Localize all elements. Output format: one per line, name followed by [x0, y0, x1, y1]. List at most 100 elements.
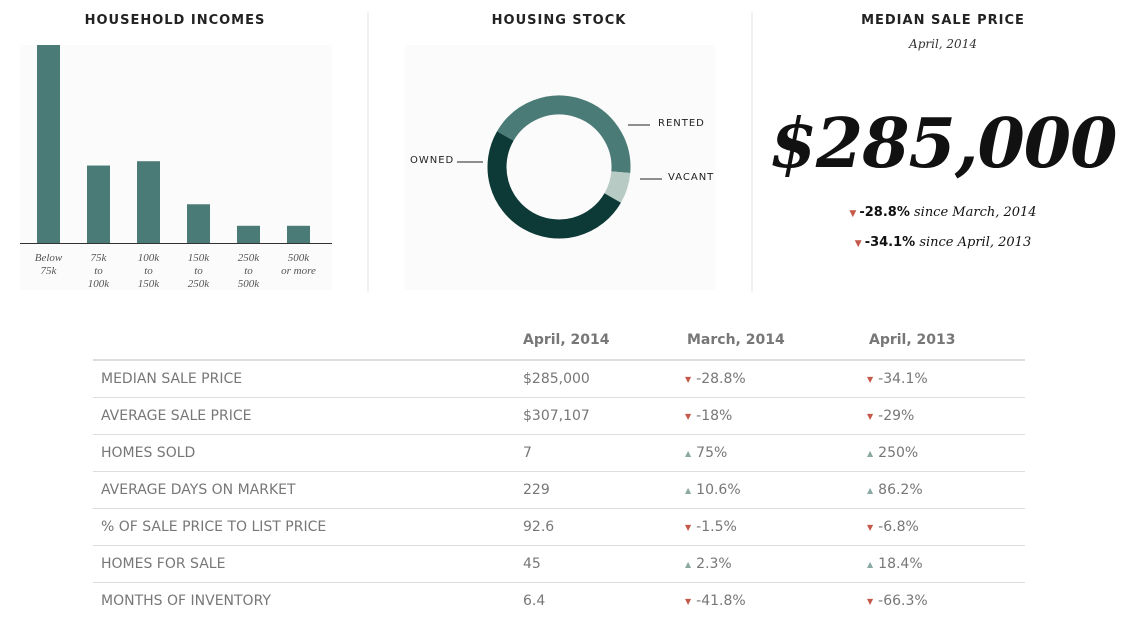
cell: ▼ -18%: [685, 408, 732, 424]
change-value: -28.8%: [859, 205, 910, 220]
cell-value: 86.2%: [878, 482, 923, 498]
arrow: ▼: [867, 523, 874, 532]
change-text: since April, 2013: [919, 235, 1032, 250]
arrow: ▲: [867, 449, 874, 458]
cell: ▲ 18.4%: [867, 556, 923, 572]
cell-value: -34.1%: [878, 371, 928, 387]
cell-value: -6.8%: [878, 519, 919, 535]
row-rule: [93, 545, 1025, 546]
donut-segment: [497, 95, 631, 173]
cell: ▼ -28.8%: [685, 371, 746, 387]
cell: ▼ -66.3%: [867, 593, 928, 609]
arrow: ▼: [685, 523, 692, 532]
arrow: ▼: [685, 597, 692, 606]
row-label: MEDIAN SALE PRICE: [101, 371, 243, 387]
bar: [287, 225, 310, 243]
x-tick-label: Below 75k: [34, 252, 63, 277]
cell: $285,000: [523, 371, 590, 387]
change-text: since March, 2014: [913, 205, 1037, 220]
cell: ▼ -6.8%: [867, 519, 919, 535]
cell: ▲ 250%: [867, 445, 918, 461]
row-label: % OF SALE PRICE TO LIST PRICE: [101, 519, 327, 535]
x-tick-label: 150k to 250k: [187, 252, 210, 290]
column-header: March, 2014: [687, 332, 785, 348]
bar: [137, 161, 160, 243]
arrow: ▲: [867, 560, 874, 569]
bar: [237, 225, 260, 243]
cell: ▼ -1.5%: [685, 519, 737, 535]
cell: 6.4: [523, 593, 545, 609]
x-tick-label: 500k or more: [281, 252, 316, 277]
chart-title: HOUSING STOCK: [491, 13, 627, 28]
row-rule: [93, 508, 1025, 509]
cell-value: -29%: [878, 408, 915, 424]
cell-value: -18%: [696, 408, 733, 424]
arrow: ▼: [867, 375, 874, 384]
cell-value: 2.3%: [696, 556, 732, 572]
x-tick-label: 100k to 150k: [137, 252, 160, 290]
donut-segment: [487, 131, 621, 239]
cell-value: 229: [523, 482, 550, 498]
header-rule: [93, 359, 1025, 361]
cell: ▼ -34.1%: [867, 371, 928, 387]
segment-label: VACANT: [668, 172, 715, 183]
donut-segment: [604, 171, 631, 203]
arrow: ▲: [685, 560, 692, 569]
cell-value: -1.5%: [696, 519, 737, 535]
price-change: ▼ -34.1% since April, 2013: [760, 235, 1122, 250]
bar-panel-bg: [20, 45, 332, 290]
cell-value: 10.6%: [696, 482, 741, 498]
cell-value: 250%: [878, 445, 919, 461]
cell: ▲ 75%: [685, 445, 727, 461]
cell: $307,107: [523, 408, 590, 424]
cell: ▲ 2.3%: [685, 556, 732, 572]
arrow: ▼: [867, 412, 874, 421]
x-tick-label: 250k to 500k: [237, 252, 260, 290]
big-price: $285,000: [769, 104, 1118, 184]
row-rule: [93, 471, 1025, 472]
column-header: April, 2013: [869, 332, 956, 348]
cell-value: -41.8%: [696, 593, 746, 609]
column-header: April, 2014: [523, 332, 610, 348]
cell-value: 92.6: [523, 519, 555, 535]
cell: ▼ -41.8%: [685, 593, 746, 609]
arrow: ▼: [849, 209, 857, 219]
arrow: ▼: [854, 239, 862, 249]
change-value: -34.1%: [864, 235, 916, 250]
bar: [87, 165, 110, 243]
row-label: HOMES FOR SALE: [101, 556, 226, 572]
charts: [20, 12, 753, 292]
panel-subtitle: April, 2014: [909, 37, 977, 51]
cell: ▲ 86.2%: [867, 482, 923, 498]
bar: [37, 45, 60, 243]
cell-value: 18.4%: [878, 556, 923, 572]
arrow: ▲: [685, 449, 692, 458]
cell: 92.6: [523, 519, 554, 535]
row-rule: [93, 582, 1025, 583]
arrow: ▲: [685, 486, 692, 495]
cell-value: 7: [523, 445, 532, 461]
cell-value: $307,107: [523, 408, 590, 424]
row-rule: [93, 397, 1025, 398]
cell: 7: [523, 445, 532, 461]
row-label: MONTHS OF INVENTORY: [101, 593, 271, 609]
price-change: ▼ -28.8% since March, 2014: [760, 205, 1122, 220]
segment-label: OWNED: [410, 155, 455, 166]
arrow: ▼: [867, 597, 874, 606]
row-label: AVERAGE DAYS ON MARKET: [101, 482, 296, 498]
bar: [187, 204, 210, 243]
cell: ▼ -29%: [867, 408, 914, 424]
cell-value: -66.3%: [878, 593, 928, 609]
row-label: HOMES SOLD: [101, 445, 196, 461]
cell-value: 75%: [696, 445, 728, 461]
cell: 229: [523, 482, 550, 498]
arrow: ▼: [685, 412, 692, 421]
arrow: ▲: [867, 486, 874, 495]
cell-value: -28.8%: [696, 371, 746, 387]
chart-title: HOUSEHOLD INCOMES: [84, 13, 266, 28]
x-tick-label: 75k to 100k: [87, 252, 110, 290]
cell: ▲ 10.6%: [685, 482, 741, 498]
cell: 45: [523, 556, 541, 572]
row-label: AVERAGE SALE PRICE: [101, 408, 252, 424]
